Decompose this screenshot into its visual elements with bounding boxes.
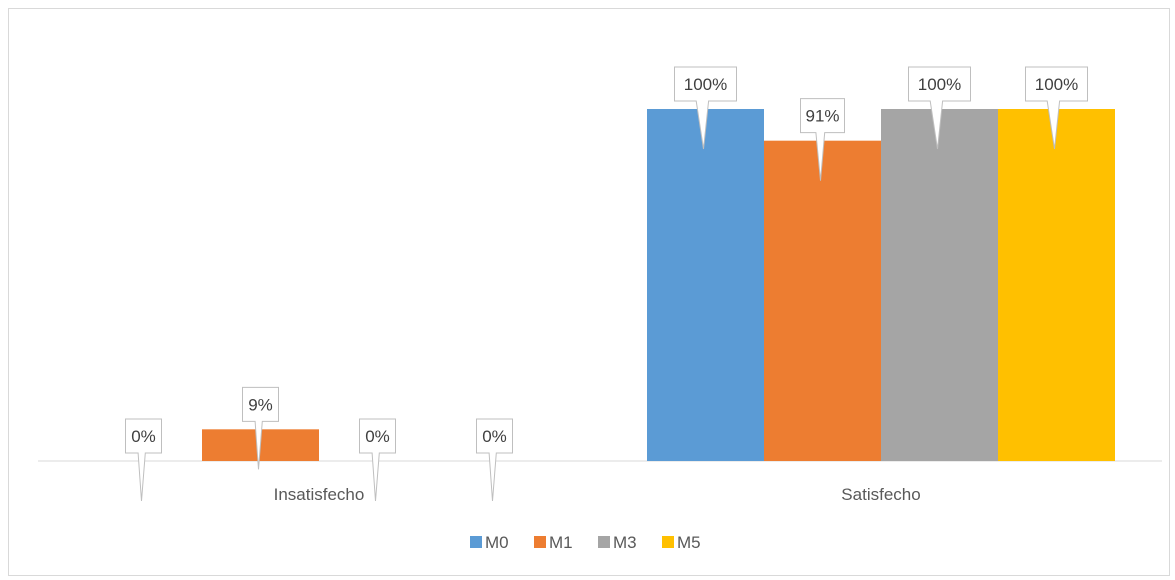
data-label-m3-satisfecho: 100%	[918, 75, 961, 94]
data-label-callout	[800, 98, 845, 181]
data-label-m3-insatisfecho: 0%	[365, 427, 390, 446]
data-label-m0-satisfecho: 100%	[684, 75, 727, 94]
legend-swatch-m3	[598, 536, 610, 548]
legend-label-m5: M5	[677, 533, 701, 552]
bar-m1-satisfecho	[764, 140, 881, 461]
data-label-m5-satisfecho: 100%	[1035, 75, 1078, 94]
data-label-callout	[242, 386, 279, 470]
legend-label-m1: M1	[549, 533, 573, 552]
legend-swatch-m5	[662, 536, 674, 548]
data-label-m1-insatisfecho: 9%	[248, 395, 273, 414]
legend-swatch-m0	[470, 536, 482, 548]
bar-m0-satisfecho	[647, 109, 764, 461]
legend-label-m3: M3	[613, 533, 637, 552]
legend-label-m0: M0	[485, 533, 509, 552]
legend-swatch-m1	[534, 536, 546, 548]
data-label-callout	[1025, 66, 1088, 150]
data-label-m1-satisfecho: 91%	[805, 107, 839, 126]
data-label-callout	[359, 418, 396, 502]
data-label-callout	[674, 66, 737, 150]
data-label-callout	[125, 418, 162, 502]
data-label-m5-insatisfecho: 0%	[482, 427, 507, 446]
bar-m5-satisfecho	[998, 109, 1115, 461]
data-label-callout	[476, 418, 513, 502]
data-label-m0-insatisfecho: 0%	[131, 427, 156, 446]
category-label-insatisfecho: Insatisfecho	[274, 485, 365, 504]
data-label-callout	[908, 66, 971, 150]
bar-m3-satisfecho	[881, 109, 998, 461]
category-label-satisfecho: Satisfecho	[841, 485, 920, 504]
